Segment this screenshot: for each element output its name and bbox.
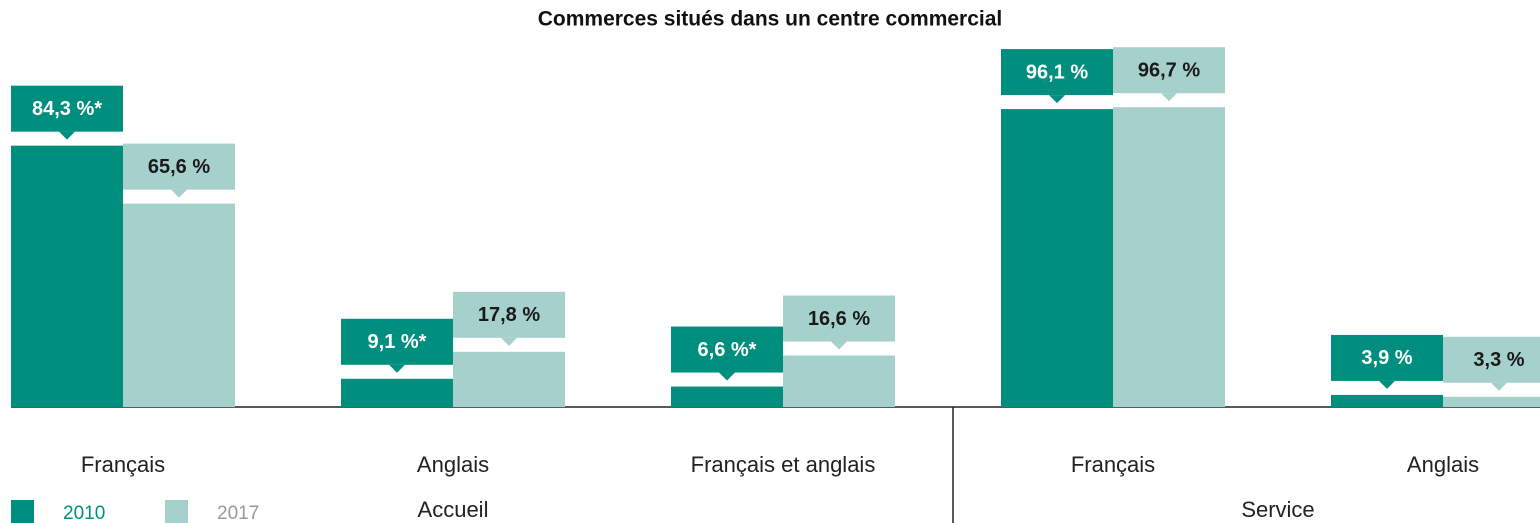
callout-pointer — [831, 341, 847, 350]
callout-box — [671, 326, 783, 373]
bar — [783, 355, 895, 407]
callout-box — [783, 295, 895, 342]
bar — [1443, 396, 1540, 407]
callout-box — [1443, 336, 1540, 383]
data-label: 16,6 % — [808, 308, 870, 330]
callout-box — [1331, 334, 1443, 381]
callout-pointer — [1049, 95, 1065, 104]
callout-pointer — [389, 364, 405, 373]
data-label: 3,3 % — [1473, 349, 1524, 371]
callout-pointer — [1491, 382, 1507, 391]
callout-box — [453, 291, 565, 338]
bar — [1001, 109, 1113, 407]
data-label: 84,3 %* — [32, 98, 102, 120]
callout-box — [341, 318, 453, 365]
x-tick-label: Français — [81, 452, 165, 477]
callout-box — [1001, 49, 1113, 96]
legend-label: 2010 — [63, 503, 105, 523]
data-label: 96,1 % — [1026, 61, 1088, 83]
legend-label: 2017 — [217, 503, 259, 523]
group-label: Accueil — [418, 497, 489, 522]
callout-pointer — [1161, 93, 1177, 102]
data-label: 6,6 %* — [698, 339, 757, 361]
x-tick-label: Français — [1071, 452, 1155, 477]
callout-pointer — [1379, 380, 1395, 389]
x-tick-label: Anglais — [1407, 452, 1479, 477]
data-label: 3,9 % — [1361, 347, 1412, 369]
group-label: Service — [1241, 497, 1314, 522]
bar — [1331, 394, 1443, 407]
callout-box — [123, 143, 235, 190]
callout-box — [11, 85, 123, 132]
callout-box — [1113, 47, 1225, 94]
callout-pointer — [171, 189, 187, 198]
x-tick-label: Français et anglais — [691, 452, 876, 477]
legend-swatch — [165, 500, 188, 523]
bar — [11, 145, 123, 408]
legend-swatch — [11, 500, 34, 523]
data-label: 9,1 %* — [368, 331, 427, 353]
bar — [1113, 107, 1225, 407]
bar — [453, 351, 565, 407]
data-label: 65,6 % — [148, 156, 210, 178]
callout-pointer — [501, 337, 517, 346]
data-label: 17,8 % — [478, 304, 540, 326]
chart-title: Commerces situés dans un centre commerci… — [538, 8, 1003, 31]
bar — [341, 378, 453, 407]
callout-pointer — [59, 131, 75, 140]
data-label: 96,7 % — [1138, 60, 1200, 82]
x-tick-label: Anglais — [417, 452, 489, 477]
callout-pointer — [719, 372, 735, 381]
bar — [123, 203, 235, 407]
bar — [671, 386, 783, 407]
